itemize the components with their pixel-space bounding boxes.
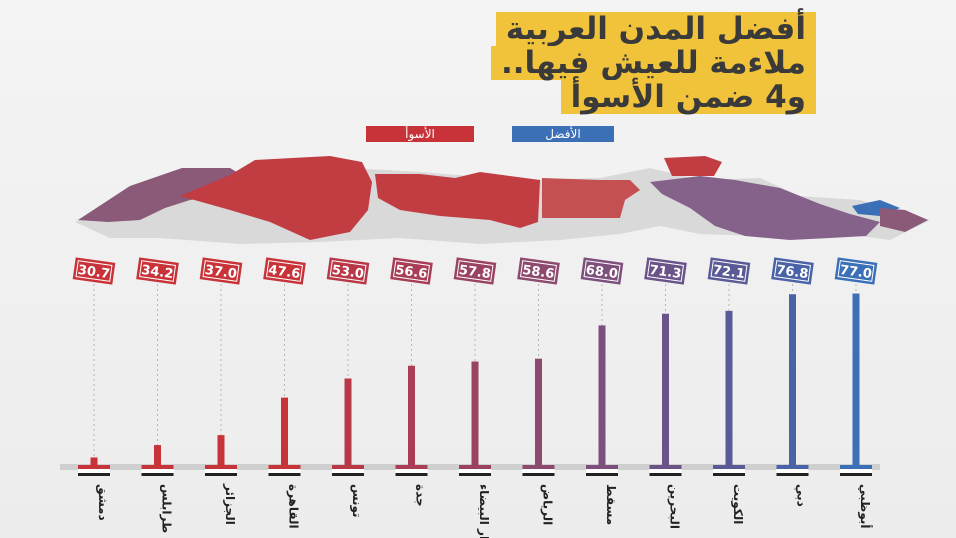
bar [725, 310, 733, 467]
value-label: 58.6 [521, 263, 555, 282]
value-label: 57.8 [458, 263, 492, 282]
value-tag: 53.0 [326, 257, 370, 285]
city-label: مسقط [604, 484, 618, 525]
bar [90, 457, 98, 467]
value-tag: 34.2 [136, 257, 179, 285]
value-tag: 47.6 [263, 257, 306, 285]
city-label: تونس [349, 484, 364, 518]
value-label: 71.3 [648, 263, 682, 282]
flag-icon [522, 465, 555, 476]
flag-icon [395, 465, 428, 476]
city-label: الرياض [541, 484, 555, 525]
bar [535, 358, 542, 467]
flag-icon [649, 465, 682, 476]
city-label: القاهرة [287, 484, 301, 529]
flag-icon [713, 465, 745, 476]
value-tag: 68.0 [580, 257, 624, 285]
flag-icon [268, 465, 301, 476]
bar [471, 361, 479, 467]
title-line-3: و4 ضمن الأسوأ [560, 80, 816, 114]
legend-worst-label: الأسوأ [405, 127, 435, 141]
value-label: 72.1 [712, 263, 746, 282]
value-label: 53.0 [331, 263, 365, 282]
city-label: البحرين [668, 484, 682, 529]
legend-best: الأفضل [512, 126, 614, 142]
value-tag: 58.6 [517, 257, 560, 285]
map-algeria [180, 156, 372, 240]
bar [662, 313, 669, 467]
value-tag: 72.1 [707, 257, 751, 285]
city-label: جدة [414, 484, 428, 507]
value-tag: 71.3 [644, 257, 687, 285]
city-label: الكويت [730, 484, 745, 524]
bar [154, 445, 161, 467]
value-label: 77.0 [839, 263, 873, 282]
city-label: الدار البيضاء [477, 484, 491, 538]
city-label: دمشق [96, 484, 110, 521]
flag-icon [205, 465, 237, 476]
legend-best-label: الأفضل [545, 127, 581, 141]
bar [408, 365, 415, 467]
value-tag: 37.0 [199, 257, 243, 285]
title-line-2: ملاءمة للعيش فيها.. [490, 46, 816, 80]
value-label: 76.8 [775, 263, 809, 282]
city-label: أبوظبي [857, 484, 873, 528]
value-tag: 76.8 [771, 257, 814, 285]
bar [789, 294, 796, 467]
bar [598, 325, 606, 467]
city-label: طرابلس [160, 484, 174, 533]
value-label: 47.6 [267, 263, 301, 282]
flag-icon [586, 465, 618, 476]
value-label: 68.0 [585, 263, 619, 282]
value-label: 34.2 [140, 263, 174, 282]
map-saudi [650, 176, 880, 240]
bar [217, 435, 225, 467]
map-oman [880, 208, 928, 232]
city-label: دبي [795, 484, 809, 507]
flag-icon [141, 465, 174, 476]
bar [281, 397, 288, 467]
title-line-1: أفضل المدن العربية [495, 12, 816, 46]
flag-icon [459, 465, 491, 476]
map-libya [375, 172, 540, 228]
bar [852, 293, 860, 467]
city-label: الجزائر [223, 483, 237, 525]
flag-icon [78, 465, 110, 476]
value-label: 56.6 [394, 263, 428, 282]
bar [344, 378, 352, 467]
value-tag: 77.0 [834, 257, 878, 285]
value-tag: 30.7 [72, 257, 116, 285]
value-label: 37.0 [204, 263, 238, 282]
flag-icon [776, 465, 809, 476]
map-syria [664, 156, 722, 176]
legend-worst: الأسوأ [366, 126, 474, 142]
value-tag: 57.8 [453, 257, 497, 285]
map-morocco [78, 168, 250, 222]
value-label: 30.7 [77, 263, 111, 282]
map-egypt [542, 178, 640, 218]
flag-icon [332, 465, 364, 476]
value-tag: 56.6 [390, 257, 433, 285]
flag-icon [840, 465, 872, 476]
